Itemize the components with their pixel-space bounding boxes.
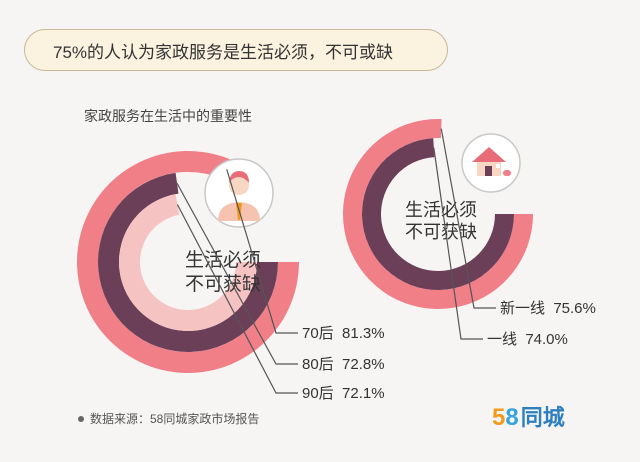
series-label-70后: 70后 81.3% <box>302 325 385 342</box>
series-label-80后: 80后 72.8% <box>302 356 385 373</box>
radial-chart-age <box>77 150 300 373</box>
data-source: 数据来源：58同城家政市场报告 <box>78 410 259 427</box>
bullet-icon <box>78 415 84 422</box>
logo-digit-5: 5 <box>492 404 506 431</box>
leader-line-新一线 <box>440 128 496 309</box>
center-label-line2-left: 不可获缺 <box>185 273 261 295</box>
series-label-新一线: 新一线 75.6% <box>500 300 596 317</box>
logo-name: 同城 <box>520 405 565 430</box>
leader-line-70后 <box>226 169 298 334</box>
series-label-一线: 一线 74.0% <box>487 331 568 348</box>
leader-line-90后 <box>176 204 298 394</box>
ring-90后 <box>118 194 257 332</box>
leader-line-一线 <box>433 147 483 340</box>
data-source-text: 数据来源：58同城家政市场报告 <box>90 412 260 426</box>
headline-banner: 75%的人认为家政服务是生活必须，不可或缺 <box>24 29 448 71</box>
headline-text: 75%的人认为家政服务是生活必须，不可或缺 <box>53 42 394 62</box>
person-icon <box>204 158 274 228</box>
series-label-90后: 90后 72.1% <box>302 385 385 402</box>
house-icon <box>461 133 521 193</box>
brand-logo: 5 8 同城 <box>492 400 565 432</box>
center-label-line1-right: 生活必须 <box>405 200 477 220</box>
section-title: 家政服务在生活中的重要性 <box>84 108 252 124</box>
leader-line-80后 <box>176 182 298 365</box>
logo-digit-8: 8 <box>505 404 519 431</box>
center-label-line2-right: 不可获缺 <box>405 222 477 242</box>
